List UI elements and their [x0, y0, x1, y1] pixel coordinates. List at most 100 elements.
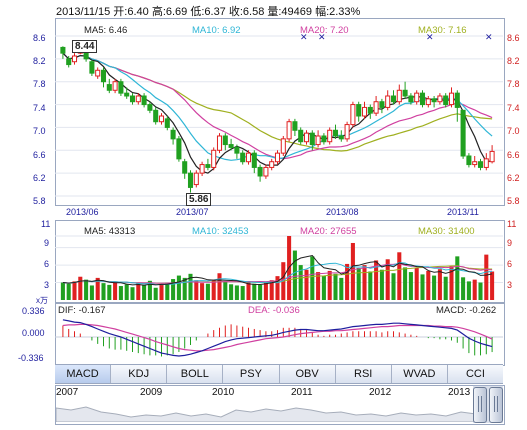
- tab-obv[interactable]: OBV: [280, 365, 336, 383]
- candle-body: [257, 166, 263, 177]
- candle-body: [396, 89, 402, 103]
- volume-chart[interactable]: [55, 220, 503, 302]
- macd-ytick: 0.336: [22, 306, 45, 316]
- candlestick-chart[interactable]: ✕ ✕ ✕ ✕: [55, 18, 503, 204]
- volume-bar: [432, 275, 437, 300]
- candle-body: [153, 109, 159, 123]
- candle-body: [124, 92, 130, 97]
- low-price-callout: 5.86: [186, 193, 212, 206]
- volume-bar: [60, 282, 65, 300]
- candle-body: [106, 84, 112, 91]
- volume-bar: [124, 284, 129, 300]
- volume-bar: [484, 254, 489, 300]
- volume-bar: [408, 272, 413, 300]
- volume-bar: [182, 277, 187, 300]
- tab-label: PSY: [239, 368, 262, 380]
- volume-bar: [327, 270, 332, 300]
- volume-bar: [176, 275, 181, 300]
- volume-bar: [188, 273, 193, 300]
- price-ytick-right: 7.8: [507, 79, 520, 89]
- marker-icon: ✕: [318, 33, 326, 43]
- candle-body: [251, 152, 257, 168]
- candle-body: [100, 69, 107, 83]
- volume-bar: [211, 279, 216, 300]
- volume-ma10-label: MA10: 32453: [192, 226, 249, 237]
- volume-panel[interactable]: [55, 220, 505, 304]
- candle-body: [338, 135, 344, 140]
- navigator-year: 2013: [448, 387, 471, 398]
- price-ytick-left: 5.8: [33, 196, 46, 206]
- volume-bar: [217, 273, 222, 300]
- candle-body: [228, 144, 234, 148]
- price-panel[interactable]: [55, 18, 505, 206]
- price-ytick-left: 8.2: [33, 56, 46, 66]
- candle-body: [234, 146, 240, 154]
- volume-bar: [391, 273, 396, 300]
- tab-wvad[interactable]: WVAD: [392, 365, 448, 383]
- volume-bar: [292, 250, 297, 300]
- volume-bar: [205, 283, 210, 300]
- volume-bar: [368, 271, 373, 300]
- volume-bar: [223, 281, 228, 300]
- volume-bar: [246, 282, 251, 300]
- volume-bar: [420, 274, 425, 300]
- x-axis-date: 2013/07: [176, 207, 209, 217]
- tab-psy[interactable]: PSY: [223, 365, 280, 383]
- navigator-left-handle[interactable]: [473, 387, 487, 423]
- candle-body: [147, 104, 153, 111]
- tab-rsi[interactable]: RSI: [336, 365, 392, 383]
- price-ytick-left: 7.4: [33, 103, 46, 113]
- volume-ma30-label: MA30: 31400: [418, 226, 475, 237]
- candle-body: [332, 129, 339, 137]
- macd-ytick: -0.336: [18, 353, 44, 363]
- price-ytick-right: 7.0: [507, 126, 520, 136]
- volume-bar: [240, 286, 245, 300]
- indicator-tabs: MACD KDJ BOLL PSY OBV RSI WVAD CCI: [55, 364, 503, 384]
- candle-body: [211, 149, 217, 168]
- navigator-sparkline: [56, 406, 487, 422]
- price-ytick-right: 6.6: [507, 150, 520, 160]
- ma20-line: [62, 52, 493, 160]
- candle-body: [477, 161, 484, 168]
- price-ytick-left: 7.0: [33, 126, 46, 136]
- candle-body: [303, 132, 310, 143]
- tab-label: OBV: [295, 368, 319, 380]
- volume-bar: [118, 286, 123, 300]
- candle-body: [129, 95, 136, 103]
- volume-ytick: 6: [44, 259, 50, 269]
- navigator-year: 2009: [140, 387, 163, 398]
- macd-dea-line: [62, 323, 493, 352]
- volume-ytick: 9: [44, 238, 50, 248]
- tab-label: CCI: [465, 368, 485, 380]
- tab-cci[interactable]: CCI: [448, 365, 503, 383]
- tab-label: WVAD: [403, 368, 436, 380]
- candle-body: [216, 135, 223, 151]
- macd-value-label: MACD: -0.262: [436, 305, 497, 316]
- volume-bar: [66, 283, 71, 300]
- candle-body: [309, 132, 315, 146]
- price-ytick-right: 8.6: [507, 33, 520, 43]
- volume-bar: [426, 270, 431, 300]
- volume-bar: [171, 279, 176, 300]
- tab-boll[interactable]: BOLL: [167, 365, 224, 383]
- macd-chart[interactable]: [55, 302, 503, 364]
- volume-bar: [490, 271, 495, 300]
- macd-dif-label: DIF: -0.167: [58, 305, 106, 316]
- candle-body: [327, 129, 333, 143]
- tab-kdj[interactable]: KDJ: [111, 365, 168, 383]
- navigator-right-handle[interactable]: [489, 387, 503, 423]
- volume-bar: [72, 281, 77, 300]
- volume-ytick-right: 6: [507, 259, 513, 269]
- volume-ma20-label: MA20: 27655: [300, 226, 357, 237]
- tab-macd[interactable]: MACD: [55, 365, 112, 383]
- volume-ytick-right: 3: [507, 280, 513, 290]
- x-axis-date: 2013/08: [326, 207, 359, 217]
- tab-label: RSI: [354, 368, 373, 380]
- volume-bar: [356, 268, 361, 300]
- volume-bar: [449, 266, 454, 300]
- volume-bar: [466, 281, 471, 300]
- candle-body: [443, 95, 449, 106]
- candle-body: [356, 104, 362, 117]
- candle-body: [385, 95, 391, 108]
- volume-unit-label: x万: [36, 296, 48, 305]
